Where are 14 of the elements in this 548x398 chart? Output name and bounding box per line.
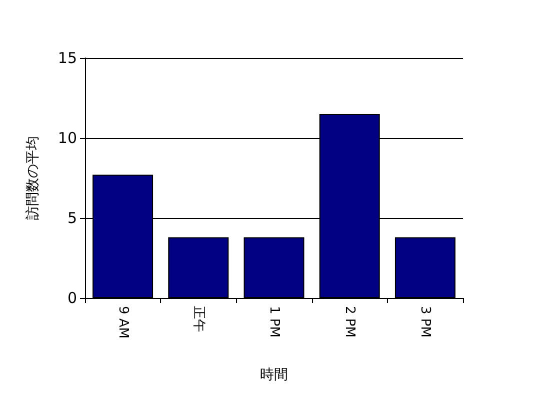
x-axis-title: 時間: [260, 367, 288, 383]
bar: [244, 237, 304, 298]
x-tick-label: 9 AM: [115, 306, 130, 339]
y-axis-title: 訪問数の平均: [25, 136, 41, 220]
y-tick-label: 15: [58, 49, 77, 67]
y-tick-label: 0: [67, 289, 77, 307]
x-tick-label: 2 PM: [342, 306, 358, 338]
y-tick-label: 5: [67, 209, 77, 227]
x-tick-label: 3 PM: [418, 306, 433, 338]
x-tick-label: 1 PM: [266, 306, 282, 338]
bar: [394, 237, 456, 298]
y-tick-label: 10: [58, 129, 77, 147]
x-tick-label: 正午: [190, 306, 206, 332]
bar: [168, 237, 229, 298]
